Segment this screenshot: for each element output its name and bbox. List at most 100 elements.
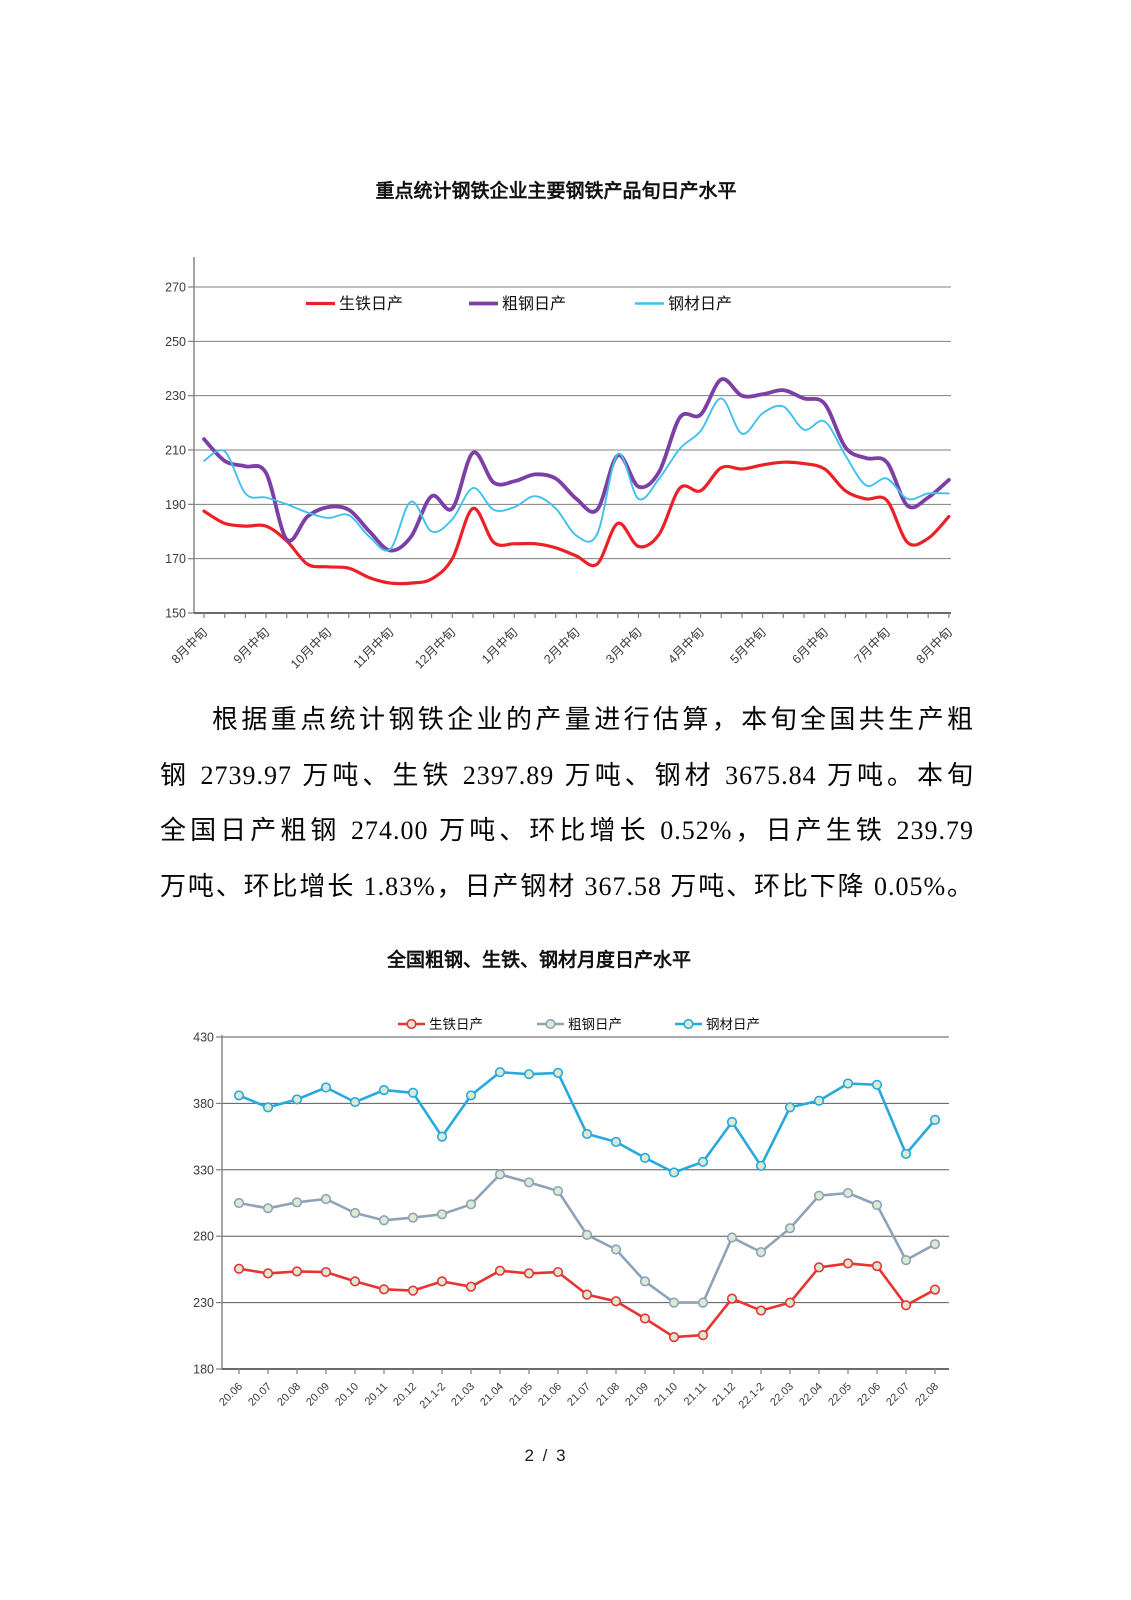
y-axis-label: 190 bbox=[165, 498, 186, 512]
x-axis-label: 3月中旬 bbox=[603, 625, 645, 667]
x-axis-label: 10月中旬 bbox=[287, 625, 334, 672]
data-point-marker bbox=[494, 1169, 506, 1180]
x-axis-label: 22.07 bbox=[884, 1381, 912, 1409]
legend-label: 钢材日产 bbox=[668, 295, 732, 313]
data-point-marker bbox=[291, 1094, 303, 1105]
legend-item-1: 粗钢日产 bbox=[537, 1017, 622, 1032]
x-axis-label: 20.11 bbox=[363, 1381, 390, 1408]
data-point-marker bbox=[697, 1156, 709, 1167]
x-axis-label: 22.03 bbox=[768, 1381, 796, 1409]
legend-item-0: 生铁日产 bbox=[306, 295, 403, 313]
data-point-marker bbox=[291, 1197, 303, 1208]
chart1-title: 重点统计钢铁企业主要钢铁产品旬日产水平 bbox=[375, 181, 737, 202]
x-axis-label: 20.08 bbox=[275, 1381, 303, 1409]
x-axis-label: 12月中旬 bbox=[411, 625, 458, 672]
data-point-marker bbox=[610, 1244, 622, 1255]
data-point-marker bbox=[900, 1300, 912, 1311]
data-point-marker bbox=[523, 1268, 535, 1279]
legend-item-0: 生铁日产 bbox=[398, 1017, 483, 1032]
x-axis-label: 7月中旬 bbox=[851, 625, 893, 667]
data-point-marker bbox=[320, 1266, 332, 1278]
data-point-marker bbox=[871, 1079, 883, 1090]
data-point-marker bbox=[813, 1190, 825, 1201]
data-point-marker bbox=[668, 1297, 680, 1308]
data-point-marker bbox=[755, 1247, 767, 1258]
x-axis-label: 9月中旬 bbox=[230, 625, 272, 667]
x-axis-label: 8月中旬 bbox=[168, 625, 210, 667]
legend-marker bbox=[545, 1018, 556, 1030]
data-point-marker bbox=[813, 1095, 825, 1106]
data-point-marker bbox=[552, 1266, 564, 1278]
data-point-marker bbox=[842, 1187, 854, 1199]
paragraph-line: 万吨、环比增长 1.83%，日产钢材 367.58 万吨、环比下降 0.05%。 bbox=[160, 871, 974, 901]
data-point-marker bbox=[378, 1215, 390, 1226]
series-line-1 bbox=[202, 377, 951, 553]
x-axis-label: 8月中旬 bbox=[913, 625, 955, 667]
x-axis-label: 21.04 bbox=[478, 1381, 506, 1409]
legend-label: 钢材日产 bbox=[706, 1017, 760, 1032]
x-axis-label: 21.10 bbox=[652, 1381, 680, 1409]
data-point-marker bbox=[436, 1131, 448, 1142]
data-point-marker bbox=[465, 1090, 477, 1101]
data-point-marker bbox=[349, 1207, 361, 1219]
legend-label: 粗钢日产 bbox=[568, 1017, 622, 1032]
legend-item-2: 钢材日产 bbox=[635, 295, 732, 313]
legend-item-1: 粗钢日产 bbox=[469, 295, 566, 313]
legend-item-2: 钢材日产 bbox=[675, 1017, 760, 1032]
data-point-marker bbox=[610, 1296, 622, 1307]
data-point-marker bbox=[436, 1209, 448, 1220]
data-point-marker bbox=[378, 1085, 390, 1096]
x-axis-label: 20.12 bbox=[391, 1381, 419, 1409]
data-point-marker bbox=[755, 1160, 767, 1171]
y-axis-label: 150 bbox=[165, 607, 186, 621]
data-point-marker bbox=[871, 1199, 883, 1211]
y-axis-label: 170 bbox=[165, 552, 186, 566]
x-axis-label: 21.03 bbox=[449, 1381, 477, 1409]
paragraph-line: 钢 2739.97 万吨、生铁 2397.89 万吨、钢材 3675.84 万吨… bbox=[160, 760, 974, 790]
data-point-marker bbox=[233, 1197, 245, 1209]
y-axis-label: 430 bbox=[193, 1031, 214, 1045]
series-line-0 bbox=[202, 460, 951, 586]
x-axis-label: 5月中旬 bbox=[727, 625, 769, 667]
y-axis-label: 330 bbox=[193, 1163, 214, 1177]
x-axis-label: 21.06 bbox=[536, 1381, 564, 1409]
data-point-marker bbox=[639, 1313, 651, 1324]
data-point-marker bbox=[929, 1284, 941, 1295]
data-point-marker bbox=[233, 1090, 245, 1101]
y-axis-label: 180 bbox=[193, 1363, 214, 1377]
data-point-marker bbox=[465, 1281, 477, 1292]
data-point-marker bbox=[262, 1102, 274, 1113]
y-axis-label: 280 bbox=[193, 1230, 214, 1244]
data-point-marker bbox=[697, 1297, 709, 1308]
legend-label: 粗钢日产 bbox=[502, 295, 566, 313]
data-point-marker bbox=[349, 1276, 361, 1287]
data-point-marker bbox=[668, 1332, 680, 1343]
data-point-marker bbox=[552, 1067, 564, 1078]
data-point-marker bbox=[407, 1212, 419, 1223]
data-point-marker bbox=[900, 1255, 912, 1266]
body-paragraph: 根据重点统计钢铁企业的产量进行估算，本旬全国共生产粗 钢 2739.97 万吨、… bbox=[160, 692, 974, 914]
data-point-marker bbox=[262, 1268, 274, 1279]
tenday-chart: 150 170 190 210 230 250 270 8月中旬 9月中旬 10月中旬 11月中旬 1… bbox=[165, 257, 955, 671]
data-point-marker bbox=[784, 1102, 796, 1113]
data-point-marker bbox=[494, 1265, 506, 1276]
x-axis-label: 20.06 bbox=[217, 1381, 245, 1409]
x-axis-label: 22.08 bbox=[913, 1381, 941, 1409]
x-axis-label: 20.09 bbox=[304, 1381, 332, 1409]
x-axis-label: 22.1-2 bbox=[737, 1381, 768, 1412]
data-point-marker bbox=[726, 1116, 738, 1128]
data-point-marker bbox=[900, 1148, 912, 1159]
y-axis-label: 210 bbox=[165, 444, 186, 458]
data-point-marker bbox=[581, 1229, 593, 1240]
data-point-marker bbox=[494, 1067, 506, 1078]
data-point-marker bbox=[784, 1223, 796, 1234]
data-point-marker bbox=[291, 1266, 303, 1277]
x-axis-label: 22.05 bbox=[826, 1381, 854, 1409]
paragraph-line: 全国日产粗钢 274.00 万吨、环比增长 0.52%，日产生铁 239.79 bbox=[160, 816, 974, 845]
x-axis-label: 4月中旬 bbox=[665, 625, 707, 667]
paragraph-line: 根据重点统计钢铁企业的产量进行估算，本旬全国共生产粗 bbox=[212, 705, 974, 734]
data-point-marker bbox=[320, 1193, 332, 1205]
x-axis-label: 21.12 bbox=[710, 1381, 738, 1409]
